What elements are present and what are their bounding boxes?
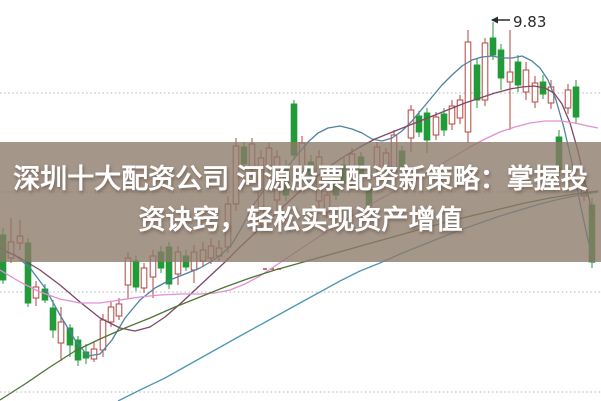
candle-up — [506, 71, 514, 83]
candle-up — [140, 267, 148, 289]
candle-down — [415, 115, 423, 133]
headline-line-1: 深圳十大配资公司 河源股票配资新策略：掌握投 — [13, 164, 588, 194]
candle-up — [432, 116, 440, 136]
candle-down — [423, 112, 431, 141]
candle-up — [99, 319, 107, 351]
candle-up — [464, 41, 472, 133]
candle-up — [124, 257, 132, 286]
candle-up — [107, 306, 115, 323]
candle-up — [448, 105, 456, 125]
candle-up — [456, 99, 464, 119]
candle-down — [572, 86, 580, 118]
candle-up — [531, 82, 539, 103]
candle-up — [57, 321, 65, 344]
candle-down — [489, 37, 497, 56]
headline-overlay: 深圳十大配资公司 河源股票配资新策略：掌握投 资诀窍，轻松实现资产增值 — [0, 142, 601, 262]
candle-down — [473, 64, 481, 101]
last-price-label: 9.83 — [513, 13, 546, 31]
candle-down — [514, 61, 522, 86]
candle-down — [132, 260, 140, 288]
candle-up — [32, 286, 40, 299]
price-arrowhead — [491, 16, 498, 24]
candle-up — [481, 42, 489, 101]
candle-down — [49, 307, 57, 331]
candle-down — [82, 351, 90, 359]
candle-up — [547, 86, 555, 104]
candle-up — [564, 89, 572, 109]
candle-up — [90, 348, 98, 360]
candle-down — [440, 113, 448, 131]
candle-up — [522, 69, 530, 93]
headline-line-2: 资诀窍，轻松实现资产增值 — [138, 205, 463, 235]
candle-up — [115, 303, 123, 317]
ma-fast-blue — [0, 55, 595, 357]
candle-down — [497, 49, 505, 79]
